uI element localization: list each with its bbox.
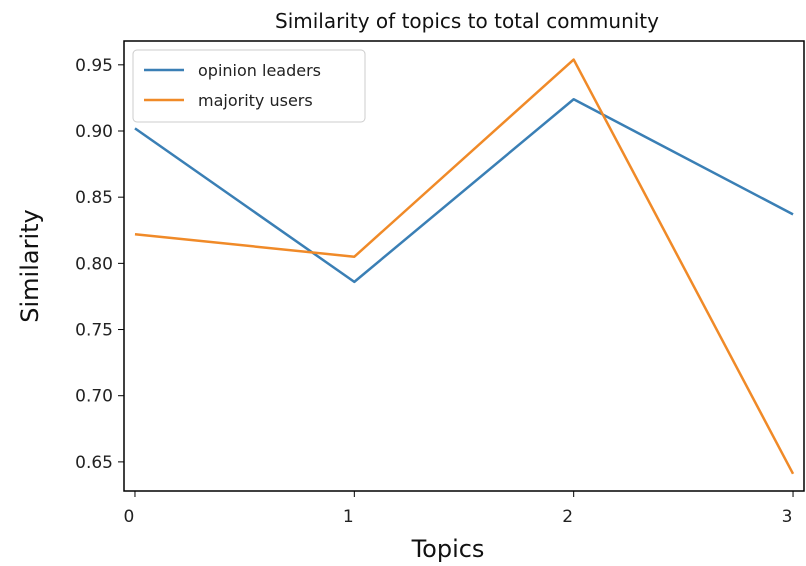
x-tick-label: 3 bbox=[782, 507, 793, 527]
chart-title: Similarity of topics to total community bbox=[275, 9, 659, 33]
legend-label-majority-users: majority users bbox=[198, 91, 313, 110]
y-tick-label: 0.90 bbox=[75, 122, 113, 142]
legend: opinion leaders majority users bbox=[132, 49, 366, 123]
legend-label-opinion-leaders: opinion leaders bbox=[198, 61, 321, 80]
series-lines bbox=[134, 58, 795, 475]
x-axis: 0 1 2 3 bbox=[124, 491, 794, 527]
series-line-opinion-leaders bbox=[134, 97, 794, 284]
x-tick-label: 2 bbox=[562, 507, 573, 527]
y-tick-label: 0.80 bbox=[75, 254, 113, 274]
y-axis-label: Similarity bbox=[16, 209, 44, 322]
x-axis-label: Topics bbox=[411, 535, 485, 563]
y-tick-label: 0.95 bbox=[75, 56, 113, 76]
plot-area-frame bbox=[123, 40, 805, 492]
y-tick-label: 0.75 bbox=[75, 321, 113, 341]
series-line-majority-users bbox=[134, 58, 795, 475]
y-tick-label: 0.70 bbox=[75, 387, 113, 407]
y-axis: 0.65 0.70 0.75 0.80 0.85 0.90 0.95 bbox=[75, 56, 124, 473]
y-tick-label: 0.65 bbox=[75, 453, 113, 473]
x-tick-label: 1 bbox=[343, 507, 354, 527]
y-tick-label: 0.85 bbox=[75, 188, 113, 208]
legend-box bbox=[132, 49, 366, 123]
x-tick-label: 0 bbox=[124, 507, 135, 527]
